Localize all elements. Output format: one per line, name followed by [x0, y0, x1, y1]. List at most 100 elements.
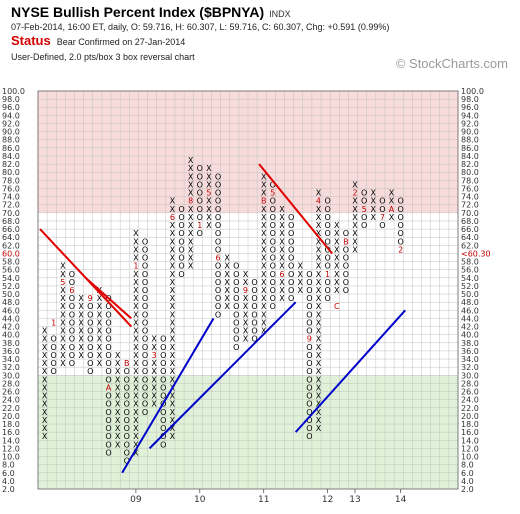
- x-box: X: [170, 294, 176, 303]
- x-box: X: [243, 278, 249, 287]
- o-box: O: [215, 310, 221, 319]
- x-box: X: [334, 286, 340, 295]
- o-box: O: [343, 262, 349, 271]
- y-tick-label: 38.0: [2, 339, 20, 348]
- x-box: X: [243, 335, 249, 344]
- x-box: X: [60, 343, 66, 352]
- x-box: X: [316, 245, 322, 254]
- x-box: X: [334, 245, 340, 254]
- o-box: O: [105, 302, 111, 311]
- x-box: X: [151, 400, 157, 409]
- o-box: O: [361, 221, 367, 230]
- o-box: O: [306, 432, 312, 441]
- y-tick-label: 18.0: [2, 420, 20, 429]
- x-box: X: [316, 351, 322, 360]
- x-box: X: [371, 205, 377, 214]
- y-tick-label: 62.0: [2, 241, 20, 250]
- o-box: O: [105, 335, 111, 344]
- x-box: X: [261, 327, 267, 336]
- o-box: O: [306, 286, 312, 295]
- x-box: X: [188, 237, 194, 246]
- o-box: O: [324, 245, 330, 254]
- x-box: X: [133, 286, 139, 295]
- x-box: X: [316, 213, 322, 222]
- o-box: O: [379, 221, 385, 230]
- y-tick-label: 40.0: [2, 331, 20, 340]
- month-marker: 9: [307, 335, 312, 344]
- chart-title: NYSE Bullish Percent Index ($BPNYA) INDX: [11, 4, 291, 20]
- x-box: X: [60, 270, 66, 279]
- x-box: X: [133, 327, 139, 336]
- month-marker: A: [106, 383, 112, 392]
- x-tick-label: 13: [349, 495, 360, 505]
- month-marker: 7: [380, 213, 385, 222]
- x-box: X: [170, 197, 176, 206]
- o-box: O: [288, 254, 294, 263]
- o-box: O: [398, 205, 404, 214]
- x-box: X: [243, 294, 249, 303]
- x-box: X: [334, 237, 340, 246]
- x-box: X: [352, 205, 358, 214]
- o-box: O: [87, 327, 93, 336]
- x-box: X: [316, 359, 322, 368]
- x-box: X: [170, 408, 176, 417]
- x-box: X: [316, 286, 322, 295]
- x-box: X: [133, 400, 139, 409]
- axes-layer: 100.0 100.098.0 98.096.0 96.094.0 94.092.0 92…: [1, 87, 496, 505]
- x-box: X: [316, 254, 322, 263]
- current-value-bg: [1, 249, 23, 259]
- y-tick-label: 38.0: [461, 339, 479, 348]
- x-box: X: [279, 262, 285, 271]
- x-tick-label: 12: [322, 495, 333, 505]
- y-tick-label: 70.0: [461, 209, 479, 218]
- o-box: O: [270, 205, 276, 214]
- x-box: X: [115, 392, 121, 401]
- y-tick-label: 76.0: [2, 184, 20, 193]
- x-box: X: [352, 245, 358, 254]
- x-box: X: [170, 416, 176, 425]
- x-box: X: [334, 270, 340, 279]
- o-box: O: [306, 375, 312, 384]
- y-tick-label: 100.0: [461, 87, 484, 96]
- x-box: X: [224, 302, 230, 311]
- y-tick-label: 80.0: [461, 168, 479, 177]
- y-tick-label: 52.0: [461, 282, 479, 291]
- y-tick-label: 56.0: [2, 266, 20, 275]
- o-box: O: [87, 302, 93, 311]
- o-box: O: [270, 286, 276, 295]
- o-box: O: [215, 205, 221, 214]
- o-box: O: [87, 367, 93, 376]
- o-box: O: [69, 351, 75, 360]
- o-box: O: [324, 213, 330, 222]
- y-tick-label: 26.0: [461, 388, 479, 397]
- support-trendline: [294, 309, 406, 433]
- o-box: O: [379, 197, 385, 206]
- o-box: O: [361, 189, 367, 198]
- y-tick-label: 10.0: [2, 453, 20, 462]
- x-box: X: [151, 375, 157, 384]
- o-box: O: [142, 375, 148, 384]
- o-box: O: [69, 343, 75, 352]
- x-box: X: [170, 367, 176, 376]
- month-marker: 1: [133, 262, 138, 271]
- y-tick-label: 12.0: [2, 444, 20, 453]
- o-box: O: [343, 229, 349, 238]
- x-box: X: [261, 262, 267, 271]
- o-box: O: [379, 205, 385, 214]
- y-tick-label: 24.0: [2, 396, 20, 405]
- x-box: X: [261, 180, 267, 189]
- x-box: X: [97, 318, 103, 327]
- x-box: X: [316, 294, 322, 303]
- x-box: X: [78, 327, 84, 336]
- y-tick-label: 74.0: [461, 193, 479, 202]
- x-box: X: [261, 294, 267, 303]
- x-box: X: [97, 335, 103, 344]
- o-box: O: [306, 392, 312, 401]
- x-box: X: [316, 343, 322, 352]
- o-box: O: [306, 408, 312, 417]
- x-box: X: [243, 270, 249, 279]
- o-box: O: [215, 245, 221, 254]
- o-box: O: [270, 180, 276, 189]
- x-box: X: [133, 424, 139, 433]
- x-box: X: [316, 367, 322, 376]
